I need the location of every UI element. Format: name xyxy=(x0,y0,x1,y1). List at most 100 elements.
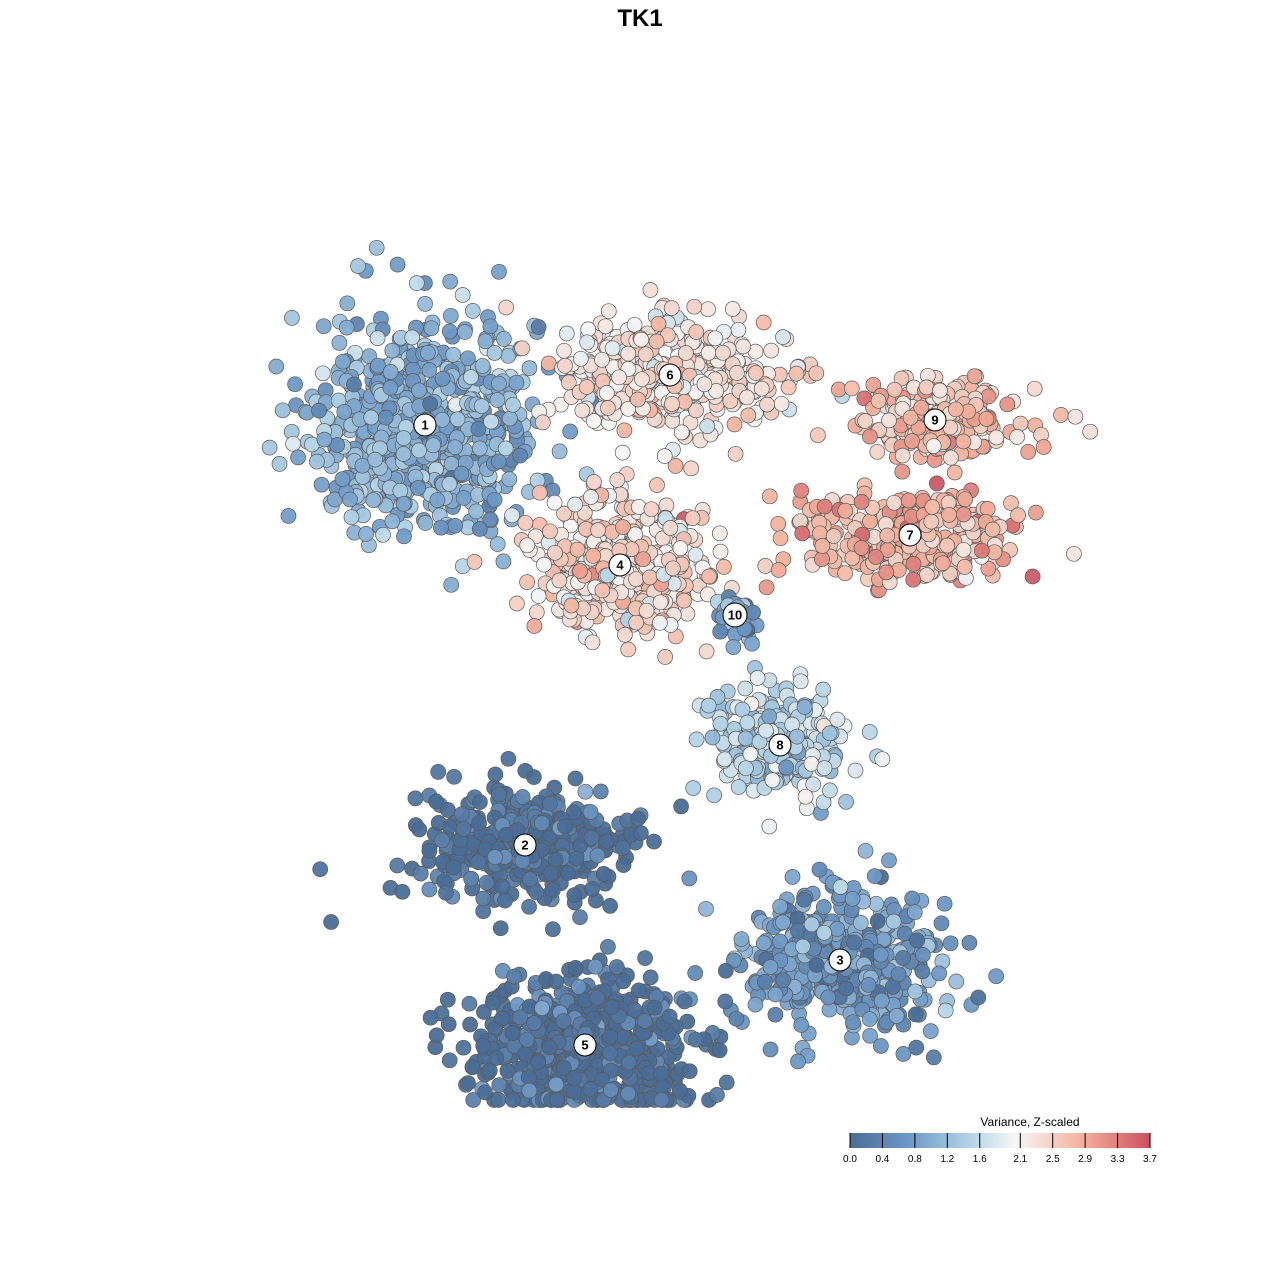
cell-point xyxy=(363,409,380,426)
cell-point xyxy=(676,993,693,1010)
cell-point xyxy=(630,810,646,827)
cell-point xyxy=(313,476,330,493)
cell-point xyxy=(937,1002,954,1019)
cell-point xyxy=(456,324,473,340)
cell-point xyxy=(461,995,478,1012)
cell-point xyxy=(739,714,756,731)
cell-point xyxy=(531,484,548,501)
cell-point xyxy=(471,440,488,457)
cell-point xyxy=(749,670,766,686)
cell-point xyxy=(517,514,534,531)
cell-point xyxy=(410,480,426,496)
cell-point xyxy=(939,537,956,554)
cell-point xyxy=(652,594,669,611)
cell-point xyxy=(857,842,874,859)
cell-point xyxy=(761,818,778,835)
cell-point xyxy=(547,544,563,561)
cell-point xyxy=(712,715,729,732)
cell-point xyxy=(582,1081,599,1097)
legend-tick-label: 3.7 xyxy=(1143,1154,1157,1165)
legend-title: Variance, Z-scaled xyxy=(980,1115,1079,1129)
cell-point xyxy=(797,788,814,805)
cell-point xyxy=(829,921,846,937)
cell-point xyxy=(504,507,520,524)
cell-point xyxy=(556,505,572,522)
cell-point xyxy=(558,325,575,342)
cell-point xyxy=(1082,423,1099,440)
cell-point xyxy=(428,1027,445,1044)
cell-point xyxy=(881,852,897,869)
cell-point xyxy=(727,445,744,462)
cell-point xyxy=(491,1077,508,1093)
cell-point xyxy=(665,560,681,577)
cell-point xyxy=(745,604,761,621)
cell-point xyxy=(540,355,557,372)
cell-point xyxy=(820,989,837,1006)
cluster-label-badge xyxy=(722,602,748,628)
cell-point xyxy=(657,649,674,665)
cell-point xyxy=(816,498,833,515)
cell-point xyxy=(441,1052,458,1069)
cell-point xyxy=(546,494,563,511)
cell-point xyxy=(572,909,588,926)
cell-point xyxy=(384,513,401,530)
cell-point xyxy=(948,973,965,990)
cell-point xyxy=(578,379,595,395)
cell-point xyxy=(316,431,333,448)
cell-point xyxy=(733,931,750,947)
cell-point xyxy=(711,1042,728,1059)
cell-point xyxy=(861,724,878,740)
cell-point xyxy=(395,495,412,512)
cell-point xyxy=(895,1046,912,1062)
cell-point xyxy=(780,379,797,396)
cell-point xyxy=(487,849,503,865)
cell-point xyxy=(584,634,601,651)
cell-point xyxy=(894,447,911,464)
cell-point xyxy=(634,371,650,388)
cell-point xyxy=(808,957,825,973)
cell-point xyxy=(757,973,773,990)
cell-point xyxy=(484,994,501,1011)
cell-point xyxy=(1035,439,1052,455)
cell-point xyxy=(354,457,371,474)
cell-point xyxy=(389,256,406,273)
cell-point xyxy=(274,402,291,419)
cell-point xyxy=(463,870,479,887)
cell-point xyxy=(685,780,702,796)
cell-point xyxy=(422,396,439,412)
cell-point xyxy=(542,523,558,540)
cell-point xyxy=(873,1038,889,1054)
cell-point xyxy=(673,798,689,815)
cell-point xyxy=(742,746,759,762)
cell-point xyxy=(683,460,700,477)
cell-point xyxy=(1012,415,1029,432)
cell-point xyxy=(980,560,997,577)
cell-point xyxy=(712,623,729,640)
cell-point xyxy=(528,604,545,621)
cell-point xyxy=(577,783,594,800)
cell-point xyxy=(642,282,659,298)
cell-point xyxy=(661,1008,678,1025)
cell-point xyxy=(696,376,713,393)
cluster-labels-layer: 1 2 3 4 5 6 7 8 9 10 xyxy=(413,363,947,1057)
cluster-label-6: 6 xyxy=(658,363,682,387)
legend-tick-label: 2.5 xyxy=(1046,1154,1060,1165)
cell-point xyxy=(482,511,499,528)
cell-point xyxy=(759,396,775,413)
cell-point xyxy=(904,890,920,907)
cell-point xyxy=(866,868,883,884)
cell-point xyxy=(709,1087,725,1103)
cell-point xyxy=(462,1016,478,1033)
cell-point xyxy=(707,330,724,347)
cell-point xyxy=(620,1085,637,1102)
cell-point xyxy=(331,335,348,351)
cell-point xyxy=(271,456,288,472)
cell-point xyxy=(999,396,1016,413)
cell-point xyxy=(815,681,832,698)
cell-point xyxy=(638,602,655,619)
cell-point xyxy=(700,344,717,361)
cell-point xyxy=(392,482,409,499)
cell-point xyxy=(770,515,787,532)
cell-point xyxy=(472,794,488,810)
